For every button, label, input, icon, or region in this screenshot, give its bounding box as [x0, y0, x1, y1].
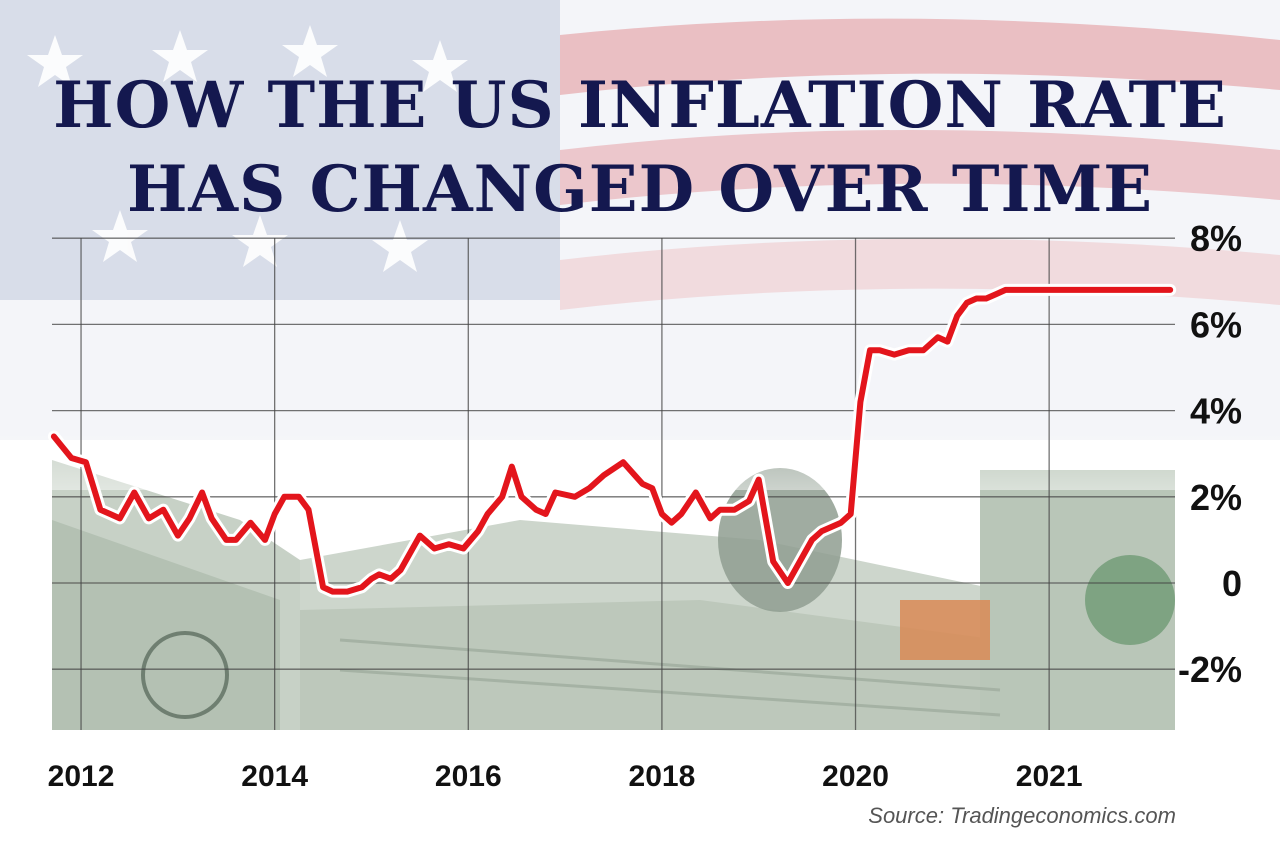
x-tick-label: 2021: [1016, 760, 1083, 793]
y-tick-label: 0: [1222, 563, 1242, 604]
series-line-halo: [47, 283, 1177, 598]
y-tick-label: 4%: [1190, 391, 1242, 432]
money-stack-background: [52, 460, 1175, 730]
source-note: Source: Tradingeconomics.com: [868, 803, 1176, 828]
chart-title-line-2: HAS CHANGED OVER TIME: [126, 152, 1154, 227]
y-tick-label: -2%: [1178, 649, 1242, 690]
x-tick-label: 2020: [822, 760, 889, 793]
chart-title-line-1: HOW THE US INFLATION RATE: [53, 68, 1227, 143]
x-axis-ticks: 2012 2014 2016 2018 2020 2021: [48, 760, 1083, 793]
x-tick-label: 2014: [241, 760, 308, 793]
grid: [52, 237, 1175, 730]
x-tick-label: 2016: [435, 760, 502, 793]
series-line: [50, 286, 1174, 595]
y-tick-label: 6%: [1190, 304, 1242, 345]
x-tick-label: 2012: [48, 760, 115, 793]
x-tick-label: 2018: [629, 760, 696, 793]
series-layer: [47, 283, 1177, 598]
y-axis-ticks: 8% 6% 4% 2% 0 -2%: [1178, 218, 1242, 690]
y-tick-label: 8%: [1190, 218, 1242, 259]
y-tick-label: 2%: [1190, 477, 1242, 518]
us-flag-background: [0, 0, 1280, 440]
